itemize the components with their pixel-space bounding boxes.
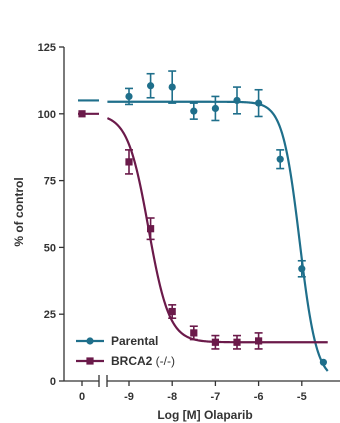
data-point-square [168, 307, 176, 316]
data-point-circle [125, 92, 133, 101]
data-point-circle [276, 155, 284, 163]
data-point-circle [190, 107, 198, 115]
data-point-square [211, 338, 219, 346]
x-tick-label: -5 [297, 391, 307, 403]
data-point-square [147, 225, 155, 233]
data-point-square [255, 337, 263, 345]
data-point-circle [168, 83, 176, 91]
x-tick-label: -6 [254, 391, 264, 403]
axes: 0 25 50 75 100 125 0 -9 -8 -7 -6 -5 [38, 42, 340, 403]
data-point-circle [255, 99, 263, 107]
y-axis-title: % of control [12, 177, 26, 246]
legend: Parental BRCA2 (-/-) [76, 334, 175, 368]
y-tick-label: 0 [50, 376, 56, 388]
data-points [78, 70, 327, 366]
fit-curve-1 [106, 117, 328, 344]
legend-marker-circle [86, 337, 94, 345]
data-point-circle [298, 265, 306, 273]
data-point-square [233, 338, 241, 346]
y-tick-label: 75 [44, 176, 56, 188]
data-point-square [78, 110, 86, 118]
x-tick-label: 0 [79, 391, 85, 403]
y-tick-label: 125 [38, 42, 56, 54]
data-point-circle [211, 104, 219, 113]
x-tick-label: -7 [211, 391, 221, 403]
data-point-square [125, 158, 133, 166]
y-tick-label: 25 [44, 309, 56, 321]
legend-label: BRCA2 (-/-) [111, 354, 175, 368]
data-point-square [190, 329, 198, 337]
fit-curves [78, 99, 329, 372]
fit-curve-0 [107, 100, 329, 372]
data-point-circle [319, 358, 327, 366]
x-tick-label: -8 [167, 391, 177, 403]
y-tick-label: 50 [44, 242, 56, 254]
legend-marker-square [86, 357, 94, 365]
x-tick-label: -9 [124, 391, 134, 403]
y-tick-label: 100 [38, 109, 56, 121]
x-axis-title: Log [M] Olaparib [157, 408, 252, 422]
legend-label: Parental [111, 334, 158, 348]
data-point-circle [147, 82, 155, 90]
data-point-circle [233, 96, 241, 105]
